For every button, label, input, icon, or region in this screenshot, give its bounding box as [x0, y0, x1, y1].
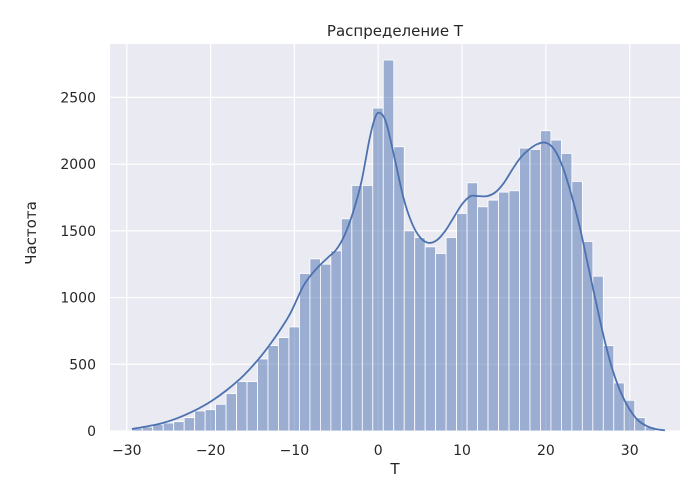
- histogram-bar: [246, 381, 258, 432]
- histogram-bar: [319, 263, 332, 432]
- histogram-bar: [445, 237, 458, 432]
- histogram-bar: [372, 107, 384, 432]
- x-tick-label: −20: [196, 443, 226, 459]
- histogram-bar: [278, 337, 290, 432]
- histogram-bar: [466, 182, 478, 432]
- histogram-bar: [592, 275, 604, 432]
- histogram-bar: [560, 153, 573, 432]
- x-axis-label: T: [389, 460, 400, 478]
- histogram-bar: [508, 190, 520, 432]
- histogram-bar: [361, 185, 374, 432]
- kde-curve: [131, 111, 666, 432]
- histogram-bar: [487, 199, 499, 432]
- histogram-bar: [236, 381, 248, 432]
- histogram-bar: [351, 185, 363, 432]
- chart-title: Распределение T: [327, 22, 464, 40]
- histogram-bar: [435, 253, 447, 432]
- y-tick-label: 2000: [60, 157, 96, 173]
- histogram-bar: [382, 59, 395, 432]
- histogram-bar: [330, 250, 342, 432]
- histogram-bar: [299, 273, 311, 432]
- x-tick-label: −10: [280, 443, 310, 459]
- histogram-bar: [581, 241, 594, 432]
- histogram-bar: [267, 345, 279, 432]
- histogram-bar: [288, 326, 300, 432]
- y-tick-labels: 0 500 1000 1500 2000 2500: [60, 90, 96, 440]
- histogram-bar: [529, 149, 541, 432]
- histogram-bar: [204, 409, 217, 432]
- histogram-bar: [162, 422, 175, 432]
- histogram-bar: [215, 403, 227, 432]
- x-tick-labels: −30 −20 −10 0 10 20 30: [112, 443, 639, 459]
- x-tick-label: −30: [112, 443, 142, 459]
- histogram-bar: [540, 130, 552, 432]
- histogram-bar: [173, 421, 185, 432]
- y-tick-label: 1500: [60, 224, 96, 240]
- x-tick-label: 20: [537, 443, 555, 459]
- histogram-bar: [340, 218, 353, 432]
- y-axis-label: Частота: [22, 201, 40, 265]
- histogram-bar: [498, 191, 510, 432]
- histogram-bar: [456, 213, 468, 432]
- histogram-bar: [225, 393, 237, 432]
- histogram-bar: [194, 410, 206, 432]
- y-tick-label: 0: [87, 424, 96, 440]
- y-tick-label: 500: [69, 357, 96, 373]
- histogram-bar: [550, 139, 562, 432]
- histogram-bar: [309, 258, 321, 432]
- x-tick-label: 0: [374, 443, 383, 459]
- x-tick-label: 10: [453, 443, 471, 459]
- histogram-bar: [403, 230, 416, 432]
- histogram-bar: [393, 146, 405, 432]
- y-tick-label: 1000: [60, 291, 96, 307]
- histogram-bar: [477, 206, 489, 432]
- x-tick-label: 30: [621, 443, 639, 459]
- histogram-bar: [414, 237, 426, 432]
- histogram-bar: [183, 417, 196, 432]
- y-tick-label: 2500: [60, 90, 96, 106]
- histogram-bar: [424, 246, 437, 432]
- histogram-bars: [131, 59, 657, 432]
- histogram-bar: [257, 358, 269, 432]
- histogram-bar: [519, 147, 531, 432]
